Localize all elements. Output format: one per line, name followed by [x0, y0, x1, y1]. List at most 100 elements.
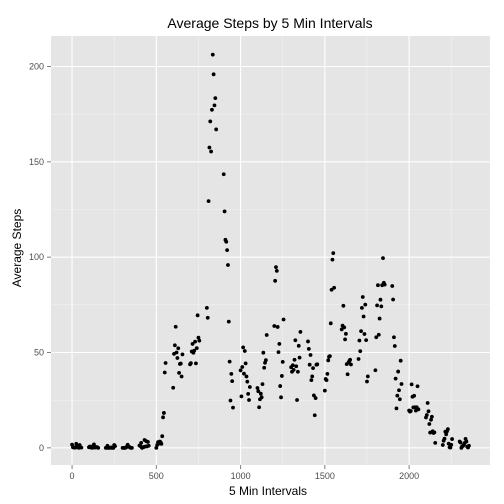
data-point: [342, 325, 347, 330]
data-point: [343, 337, 347, 342]
data-point: [294, 364, 299, 369]
data-point: [306, 346, 311, 351]
data-point: [306, 339, 310, 344]
data-point: [255, 386, 260, 390]
data-point: [448, 445, 453, 450]
data-point: [328, 321, 333, 326]
y-tick-label: 50: [34, 348, 44, 358]
data-point: [377, 316, 382, 321]
data-point: [442, 436, 447, 441]
data-point: [394, 406, 399, 411]
data-point: [210, 107, 214, 112]
data-point: [409, 382, 414, 387]
data-point: [427, 422, 432, 426]
data-point: [276, 350, 281, 355]
data-point: [274, 269, 279, 273]
data-point: [206, 199, 211, 204]
data-point: [458, 440, 463, 445]
data-point: [379, 304, 384, 309]
data-point: [365, 374, 370, 379]
data-point: [328, 354, 332, 359]
data-point: [227, 359, 232, 364]
minor-gridlines: [51, 36, 490, 465]
data-point: [362, 332, 367, 336]
data-point: [262, 365, 267, 370]
data-point: [359, 329, 363, 334]
data-point: [261, 350, 266, 355]
data-point: [241, 345, 246, 350]
data-point: [225, 248, 230, 253]
data-point: [263, 358, 268, 363]
data-point: [397, 388, 401, 393]
data-point: [399, 382, 404, 386]
data-point: [146, 440, 150, 444]
data-point: [364, 338, 369, 343]
data-point: [325, 371, 330, 376]
data-point: [96, 445, 101, 450]
data-point: [365, 379, 369, 384]
data-point: [194, 361, 198, 366]
data-point: [450, 437, 454, 441]
data-point: [171, 385, 176, 390]
x-tick-label: 500: [149, 471, 164, 481]
data-point: [324, 378, 329, 383]
data-point: [349, 362, 353, 367]
x-tick-label: 0: [70, 471, 75, 481]
data-point: [356, 357, 361, 361]
data-point: [290, 363, 295, 368]
data-point: [395, 393, 400, 398]
data-point: [360, 295, 365, 299]
data-point: [425, 401, 430, 405]
data-point: [292, 357, 297, 362]
data-point: [312, 413, 317, 418]
data-point: [221, 172, 226, 177]
data-point: [424, 413, 429, 417]
y-tick-label: 150: [29, 157, 44, 167]
data-point: [196, 335, 201, 340]
data-point: [222, 209, 227, 214]
data-point: [397, 397, 402, 402]
data-point: [297, 355, 302, 360]
data-point: [280, 359, 285, 364]
data-point: [291, 367, 296, 372]
data-point: [226, 263, 230, 267]
data-point: [177, 371, 181, 375]
data-point: [344, 331, 348, 336]
data-point: [228, 398, 233, 403]
data-point: [281, 317, 286, 322]
data-point: [172, 343, 177, 348]
data-point: [245, 379, 250, 384]
plot-panel: [51, 36, 490, 465]
data-point: [209, 149, 213, 154]
data-point: [239, 394, 244, 399]
data-point: [392, 344, 397, 348]
data-point: [211, 72, 216, 77]
data-point: [162, 411, 166, 415]
data-point: [444, 432, 449, 437]
data-point: [277, 342, 282, 346]
x-tick-label: 1000: [231, 471, 251, 481]
data-point: [179, 374, 184, 379]
data-points: [70, 52, 471, 450]
data-point: [274, 265, 278, 269]
data-point: [240, 365, 245, 369]
data-point: [391, 297, 395, 302]
data-point: [176, 346, 181, 351]
data-point: [396, 369, 401, 374]
data-point: [257, 405, 262, 410]
data-point: [175, 356, 180, 360]
data-point: [412, 393, 417, 398]
data-point: [161, 415, 165, 420]
data-point: [194, 346, 199, 351]
data-point: [247, 385, 252, 389]
data-point: [390, 284, 395, 288]
data-point: [174, 350, 179, 355]
data-point: [339, 327, 344, 332]
data-point: [360, 305, 364, 310]
data-point: [197, 338, 202, 343]
data-point: [326, 358, 331, 363]
data-point: [449, 442, 454, 447]
data-point: [373, 368, 378, 373]
data-point: [224, 239, 229, 244]
